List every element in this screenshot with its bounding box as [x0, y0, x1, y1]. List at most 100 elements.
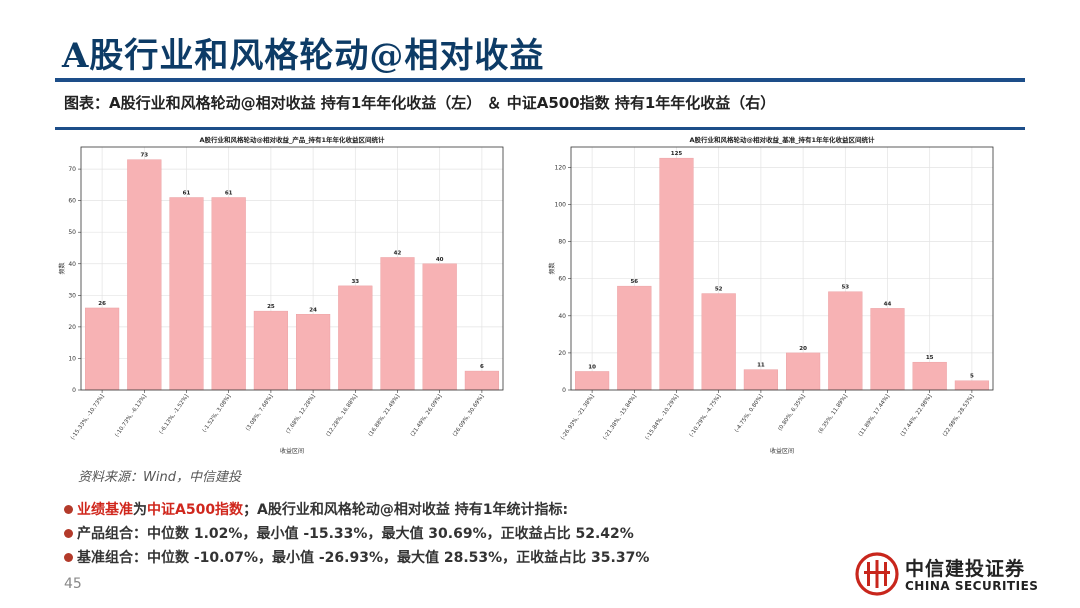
histogram-bar	[338, 285, 373, 391]
histogram-bar	[659, 157, 694, 391]
y-tick-label: 40	[68, 261, 76, 268]
x-axis-label: 收益区间	[280, 447, 304, 455]
note-line: 产品组合：中位数 1.02%，最小值 -15.33%，最大值 30.69%，正收…	[64, 522, 649, 546]
histogram-bar	[85, 307, 120, 391]
y-tick-label: 70	[68, 166, 76, 173]
note-line: 业绩基准为中证A500指数；A股行业和风格轮动@相对收益 持有1年统计指标:	[64, 498, 649, 522]
title-divider	[55, 78, 1025, 82]
histogram-bar	[464, 370, 499, 391]
y-tick-label: 120	[555, 164, 567, 171]
x-tick-label: (7.68%, 12.28%]	[285, 394, 316, 435]
histogram-bar	[380, 257, 415, 391]
page-title: A股行业和风格轮动@相对收益	[62, 36, 545, 76]
bar-value-label: 42	[394, 250, 402, 256]
y-tick-label: 0	[72, 387, 76, 394]
caption-divider	[55, 127, 1025, 130]
bar-value-label: 33	[351, 279, 359, 285]
bar-value-label: 11	[757, 363, 765, 369]
x-tick-label: (22.98%, 28.53%]	[942, 394, 975, 438]
bullet-icon	[64, 552, 73, 562]
histogram-bar	[786, 352, 821, 391]
bar-value-label: 26	[98, 301, 106, 307]
bar-value-label: 15	[926, 355, 934, 361]
note-text: 基准组合：中位数 -10.07%，最小值 -26.93%，最大值 28.53%，…	[77, 550, 650, 566]
y-tick-label: 50	[68, 229, 76, 236]
x-tick-label: (-26.93%, -21.38%]	[560, 394, 596, 441]
x-tick-label: (-21.38%, -15.84%]	[602, 394, 638, 441]
plot-frame	[570, 146, 994, 391]
note-text: 产品组合：中位数 1.02%，最小值 -15.33%，最大值 30.69%，正收…	[77, 526, 634, 542]
x-tick-label: (21.49%, 26.09%]	[410, 394, 443, 438]
histogram-bar	[575, 371, 610, 391]
histogram-bar	[127, 159, 162, 391]
bar-value-label: 24	[309, 307, 317, 313]
histogram-bar	[828, 291, 863, 391]
histogram-bar	[701, 293, 736, 391]
x-tick-label: (0.80%, 6.35%]	[777, 394, 806, 432]
note-text: 中证A500指数	[147, 502, 244, 518]
figure-caption: 图表：A股行业和风格轮动@相对收益 持有1年年化收益（左） ＆ 中证A500指数…	[64, 94, 776, 112]
y-tick-label: 20	[558, 350, 566, 357]
statistics-notes: 业绩基准为中证A500指数；A股行业和风格轮动@相对收益 持有1年统计指标: 产品…	[64, 498, 649, 570]
y-axis-label: 频数	[548, 262, 556, 274]
y-tick-label: 100	[555, 202, 567, 209]
product-return-histogram-svg: A股行业和风格轮动@相对收益_产品_持有1年年化收益区间统计 0 10 20 30 40 5…	[58, 135, 504, 455]
note-text: ；A股行业和风格轮动@相对收益 持有1年统计指标:	[243, 502, 569, 518]
histogram-bar	[296, 314, 331, 391]
x-tick-label: (-6.13%, -1.52%]	[158, 394, 190, 436]
x-tick-label: (-15.33%, -10.73%]	[70, 394, 106, 441]
benchmark-return-histogram: A股行业和风格轮动@相对收益_基准_持有1年年化收益区间统计 0 20 40 60 80 1…	[545, 133, 1015, 463]
bar-value-label: 44	[884, 301, 892, 307]
bullet-icon	[64, 528, 73, 538]
x-tick-label: (-4.75%, 0.80%]	[734, 394, 765, 434]
histogram-bar	[422, 263, 457, 391]
x-tick-label: (-15.84%, -10.29%]	[644, 394, 680, 441]
chart-title: A股行业和风格轮动@相对收益_产品_持有1年年化收益区间统计	[199, 135, 385, 144]
bar-value-label: 6	[480, 364, 484, 370]
bar-value-label: 125	[671, 151, 683, 157]
x-tick-label: (12.28%, 16.88%]	[325, 394, 358, 438]
benchmark-return-histogram-svg: A股行业和风格轮动@相对收益_基准_持有1年年化收益区间统计 0 20 40 60 80 1…	[548, 135, 994, 455]
y-tick-label: 30	[68, 292, 76, 299]
x-tick-label: (26.09%, 30.69%]	[452, 394, 485, 438]
histogram-bar	[743, 369, 778, 391]
histogram-bar	[211, 197, 246, 391]
note-text: 为	[133, 502, 147, 518]
x-tick-label: (16.88%, 21.49%]	[368, 394, 401, 438]
histogram-bar	[169, 197, 204, 391]
y-tick-label: 60	[558, 276, 566, 283]
bar-value-label: 56	[630, 279, 638, 285]
x-tick-label: (17.44%, 22.98%]	[900, 394, 933, 438]
y-tick-label: 60	[68, 198, 76, 205]
y-tick-label: 10	[68, 355, 76, 362]
bar-value-label: 52	[715, 287, 723, 293]
china-securities-logo-icon	[855, 552, 899, 596]
x-tick-label: (-10.73%, -6.13%]	[114, 394, 148, 439]
chart-title: A股行业和风格轮动@相对收益_基准_持有1年年化收益区间统计	[689, 135, 875, 144]
data-source: 资料来源：Wind，中信建投	[78, 470, 241, 485]
y-tick-label: 0	[562, 387, 566, 394]
bar-value-label: 53	[841, 285, 849, 291]
bar-value-label: 5	[970, 374, 974, 380]
x-tick-label: (6.35%, 11.89%]	[818, 394, 849, 435]
logo-english-name: CHINA SECURITIES	[905, 579, 1039, 593]
histogram-bar	[870, 308, 905, 391]
x-tick-label: (3.08%, 7.68%]	[245, 394, 274, 432]
x-axis-label: 收益区间	[770, 447, 794, 455]
logo-chinese-name: 中信建投证券	[905, 558, 1026, 580]
histogram-bar	[617, 285, 652, 391]
bar-value-label: 20	[799, 346, 807, 352]
y-tick-label: 40	[558, 313, 566, 320]
y-axis-label: 频数	[58, 262, 66, 274]
bar-value-label: 73	[140, 153, 148, 159]
bar-value-label: 25	[267, 304, 275, 310]
x-tick-label: (11.89%, 17.44%]	[858, 394, 891, 438]
bar-value-label: 40	[436, 257, 444, 263]
bullet-icon	[64, 504, 73, 514]
note-text: 业绩基准	[77, 502, 133, 518]
histogram-bar	[954, 380, 989, 391]
y-tick-label: 80	[558, 239, 566, 246]
y-tick-label: 20	[68, 324, 76, 331]
bar-value-label: 61	[183, 190, 191, 196]
page-number: 45	[64, 576, 82, 592]
